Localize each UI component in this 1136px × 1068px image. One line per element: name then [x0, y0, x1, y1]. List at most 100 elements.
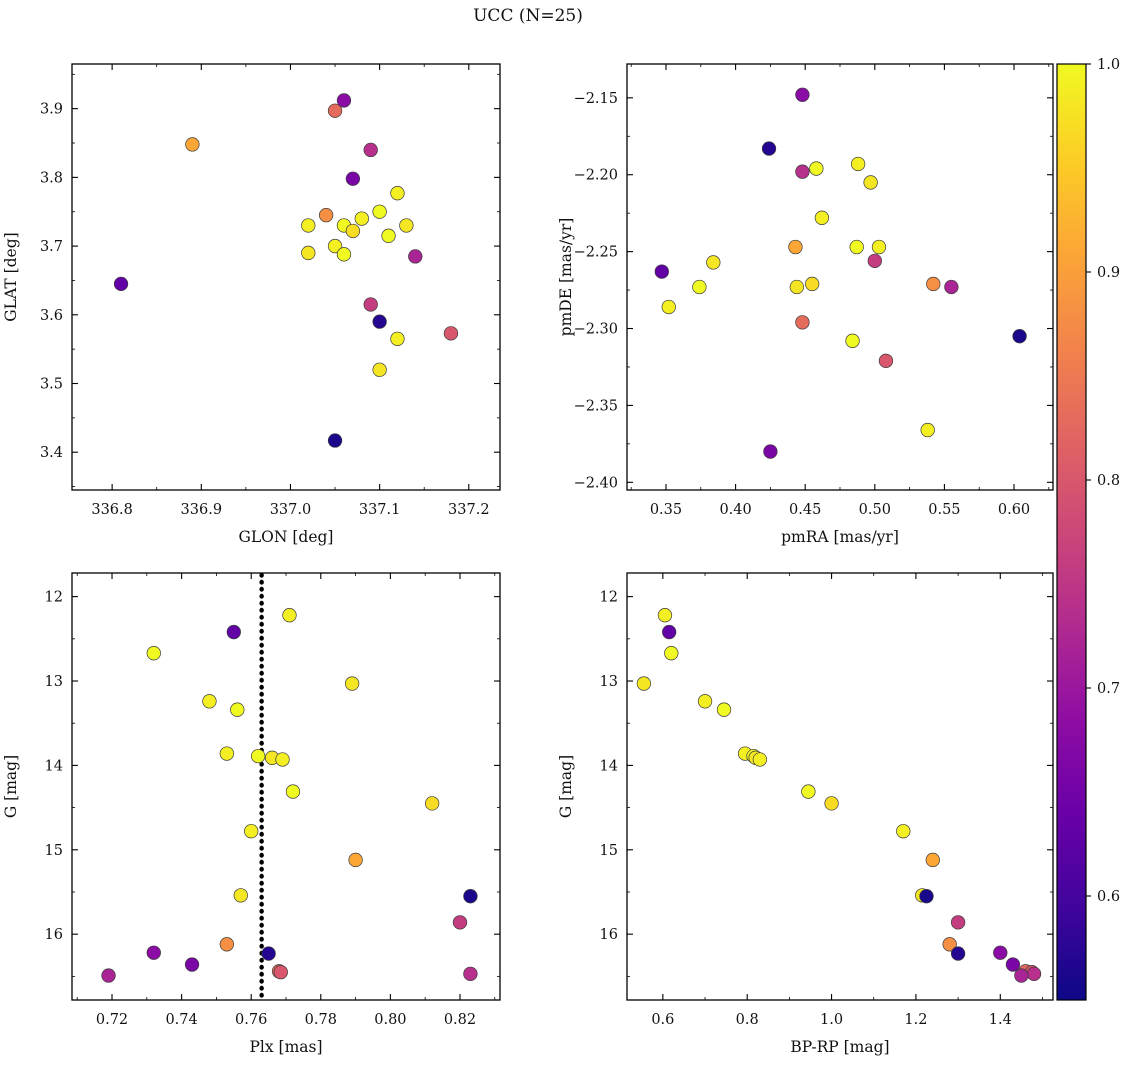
colorbar-tick-label: 0.7 — [1097, 681, 1120, 697]
x-tick-label: 0.45 — [789, 502, 821, 518]
x-tick-label: 0.40 — [719, 502, 751, 518]
y-tick-label: 16 — [45, 927, 63, 943]
data-point — [363, 297, 378, 312]
colorbar: 1.0 0.9 0.8 0.7 0.6 — [1056, 54, 1136, 1014]
data-point — [795, 87, 810, 102]
data-point — [327, 238, 343, 254]
data-point — [845, 333, 860, 348]
data-point — [867, 253, 882, 269]
data-point — [184, 957, 200, 972]
x-tick-label: 337.2 — [448, 502, 490, 518]
data-point — [942, 937, 957, 952]
data-point — [789, 279, 804, 295]
x-tick-label: 336.8 — [91, 502, 133, 518]
y-tick-label: −2.25 — [574, 245, 618, 261]
x-tick-label: 0.74 — [165, 1012, 197, 1028]
data-point — [381, 228, 396, 243]
y-tick-label: 3.7 — [40, 239, 63, 255]
y-tick-label: 3.8 — [40, 170, 63, 186]
data-point — [752, 752, 768, 767]
y-tick-label: 3.4 — [40, 445, 63, 461]
data-point — [202, 694, 217, 709]
data-point — [896, 824, 911, 839]
y-tick-label: 15 — [600, 843, 618, 859]
data-point — [219, 937, 234, 952]
data-point — [113, 276, 129, 292]
data-point — [101, 968, 116, 983]
y-tick-label: −2.35 — [574, 398, 618, 414]
colorbar-tick-label: 0.9 — [1097, 265, 1120, 281]
data-point — [424, 796, 440, 811]
y-tick-label: 12 — [600, 590, 618, 606]
data-point — [871, 239, 887, 255]
x-tick-label: 0.6 — [651, 1012, 674, 1028]
x-tick-label: 1.0 — [820, 1012, 843, 1028]
data-point — [788, 239, 803, 255]
data-point — [354, 211, 369, 226]
x-tick-label: 0.60 — [998, 502, 1030, 518]
bprp-g-plot: 0.6 0.8 1.0 1.2 1.4 12 13 14 15 16 BP-RP [mag] G [m… — [557, 572, 1054, 1056]
figure-title: UCC (N=25) — [473, 6, 583, 26]
data-point — [805, 276, 820, 292]
data-point — [1012, 329, 1027, 344]
data-point — [372, 204, 387, 219]
axes-box — [71, 63, 501, 491]
colorbar-bar — [1056, 63, 1087, 1001]
data-point — [301, 218, 316, 233]
x-tick-label: 0.82 — [444, 1012, 476, 1028]
data-point — [463, 889, 478, 904]
x-axis-label: Plx [mas] — [249, 1038, 322, 1056]
data-point — [344, 676, 360, 691]
data-point — [273, 965, 288, 980]
data-point — [824, 796, 839, 811]
data-point — [657, 608, 673, 623]
x-tick-label: 1.2 — [904, 1012, 927, 1028]
data-point — [849, 239, 864, 255]
data-point — [926, 276, 941, 292]
data-point — [146, 646, 161, 661]
data-point — [654, 264, 669, 279]
x-tick-label: 0.35 — [650, 502, 682, 518]
data-point — [336, 247, 352, 262]
data-point — [443, 326, 459, 341]
colorbar-svg: 1.0 0.9 0.8 0.7 0.6 — [1056, 57, 1120, 1001]
data-point — [230, 702, 245, 717]
data-point — [1026, 966, 1042, 981]
x-tick-label: 1.4 — [989, 1012, 1012, 1028]
y-tick-label: 12 — [45, 590, 63, 606]
axes-box — [71, 572, 501, 1001]
data-point — [920, 422, 935, 438]
data-point — [697, 694, 713, 709]
y-axis-label: GLAT [deg] — [2, 232, 20, 321]
x-axis-label: pmRA [mas/yr] — [781, 528, 899, 546]
y-tick-label: 3.5 — [40, 377, 63, 393]
data-point — [1005, 957, 1021, 972]
data-point — [692, 279, 707, 295]
data-point — [795, 315, 810, 330]
data-point — [226, 624, 241, 640]
data-point — [761, 141, 777, 156]
data-point — [372, 314, 387, 329]
data-point — [363, 142, 378, 158]
data-point — [146, 945, 161, 960]
data-point — [285, 784, 301, 799]
data-point — [282, 608, 297, 623]
y-tick-label: −2.15 — [574, 91, 618, 107]
data-point — [261, 946, 276, 961]
data-point — [664, 646, 679, 661]
x-tick-label: 0.55 — [928, 502, 960, 518]
data-point — [950, 946, 966, 961]
data-point — [345, 223, 361, 239]
data-point — [993, 945, 1008, 960]
y-tick-label: −2.20 — [574, 168, 618, 184]
x-tick-label: 337.1 — [359, 502, 401, 518]
data-point — [801, 784, 816, 799]
x-tick-label: 337.0 — [270, 502, 312, 518]
data-point — [348, 852, 363, 868]
data-point — [336, 93, 352, 108]
x-tick-label: 0.80 — [374, 1012, 406, 1028]
colorbar-tick-label: 1.0 — [1097, 57, 1120, 73]
y-axis-label: pmDE [mas/yr] — [557, 218, 575, 337]
y-tick-label: 3.9 — [40, 102, 63, 118]
data-point — [919, 889, 934, 904]
